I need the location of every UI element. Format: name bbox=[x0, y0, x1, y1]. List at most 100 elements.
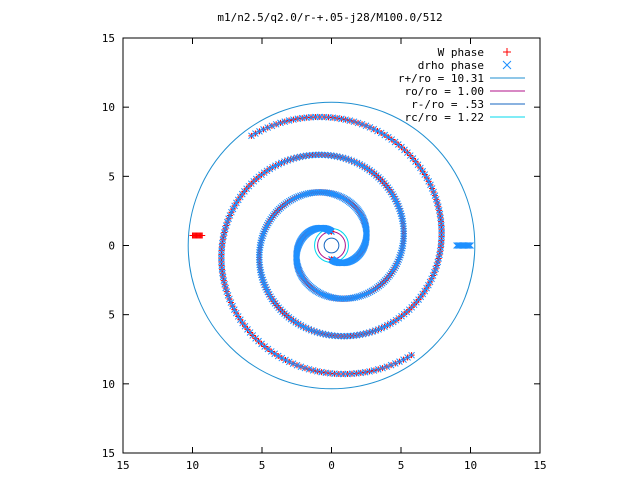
x-tick-label: 10 bbox=[186, 459, 199, 472]
drho-phase-point bbox=[404, 354, 411, 361]
drho-phase-point bbox=[397, 251, 404, 259]
drho-phase-point bbox=[391, 138, 399, 146]
drho-phase-point bbox=[433, 199, 441, 207]
drho-phase-point bbox=[388, 136, 396, 143]
drho-phase-point bbox=[340, 332, 348, 340]
drho-phase-point bbox=[392, 262, 400, 270]
drho-phase-point bbox=[400, 230, 408, 238]
drho-phase-point bbox=[239, 319, 246, 327]
drho-phase-point bbox=[223, 288, 231, 296]
drho-phase-point bbox=[256, 266, 264, 274]
drho-phase-point bbox=[264, 345, 272, 353]
drho-phase-point bbox=[260, 126, 267, 133]
drho-phase-point bbox=[287, 196, 295, 204]
drho-phase-point bbox=[234, 313, 242, 320]
drho-phase-point bbox=[258, 274, 266, 281]
x-tick-label: 0 bbox=[328, 459, 335, 472]
drho-phase-point bbox=[427, 181, 434, 189]
drho-phase-point bbox=[293, 193, 300, 201]
drho-phase-point bbox=[377, 129, 385, 137]
drho-phase-point bbox=[334, 332, 342, 340]
legend-label: W phase bbox=[438, 46, 484, 59]
drho-phase-point bbox=[421, 287, 429, 295]
drho-phase-point bbox=[464, 242, 472, 249]
legend-label: r-/ro = .53 bbox=[411, 98, 484, 111]
drho-phase-point bbox=[361, 291, 368, 298]
x-tick-label: 15 bbox=[116, 459, 129, 472]
drho-phase-point bbox=[425, 178, 433, 185]
drho-phase-point bbox=[425, 281, 432, 289]
drho-phase-point bbox=[304, 190, 312, 197]
drho-phase-point bbox=[229, 205, 237, 213]
drho-phase-point bbox=[271, 350, 279, 358]
drho-phase-point bbox=[359, 291, 366, 299]
drho-phase-point bbox=[260, 230, 267, 237]
x-tick-label: 5 bbox=[259, 459, 266, 472]
reference-circles bbox=[187, 101, 476, 390]
drho-phase-point bbox=[394, 141, 402, 148]
drho-phase-point bbox=[399, 217, 407, 225]
drho-phase-point bbox=[396, 254, 403, 261]
drho-phase-point bbox=[351, 294, 359, 301]
drho-phase-point bbox=[236, 193, 244, 201]
y-tick-label: 5 bbox=[108, 170, 115, 183]
drho-phase-point bbox=[379, 364, 386, 372]
drho-phase-point bbox=[297, 363, 305, 371]
drho-phase-point bbox=[417, 164, 424, 172]
drho-phase-point bbox=[318, 151, 326, 159]
drho-phase-point bbox=[346, 117, 354, 124]
drho-phase-point bbox=[232, 309, 240, 317]
legend-label: drho phase bbox=[418, 59, 484, 72]
legend-label: ro/ro = 1.00 bbox=[405, 85, 484, 98]
drho-phase-point bbox=[293, 361, 301, 369]
drho-phase-point bbox=[295, 193, 302, 200]
drho-phase-point bbox=[263, 221, 271, 229]
drho-phase-point bbox=[248, 132, 255, 140]
x-tick-label: 10 bbox=[464, 459, 477, 472]
drho-phase-point bbox=[397, 210, 405, 217]
drho-phase-point bbox=[362, 122, 370, 130]
drho-phase-point bbox=[224, 291, 232, 299]
legend-label: rc/ro = 1.22 bbox=[405, 111, 484, 124]
x-tick-label: 15 bbox=[533, 459, 546, 472]
drho-phase-point bbox=[374, 366, 382, 373]
y-tick-label: 5 bbox=[108, 309, 115, 322]
drho-phase-point bbox=[321, 151, 329, 159]
drho-phase-point bbox=[362, 225, 370, 233]
drho-phase-point bbox=[236, 316, 244, 324]
drho-phase-point bbox=[421, 171, 429, 178]
drho-phase-point bbox=[396, 358, 403, 365]
drho-phase-point bbox=[394, 258, 402, 266]
drho-phase-point bbox=[426, 278, 434, 286]
drho-phase-point bbox=[354, 119, 362, 127]
drho-phase-point bbox=[281, 118, 289, 125]
y-tick-label: 0 bbox=[108, 240, 115, 253]
drho-phase-point bbox=[423, 284, 430, 292]
drho-phase-point bbox=[419, 290, 427, 298]
drho-phase-point bbox=[383, 363, 391, 371]
drho-phase-point bbox=[430, 188, 437, 196]
drho-phase-point bbox=[337, 332, 345, 340]
drho-phase-point bbox=[366, 288, 374, 296]
legend-w-phase-symbol bbox=[503, 48, 511, 56]
drho-phase-point bbox=[261, 225, 269, 233]
drho-phase-point bbox=[268, 122, 276, 130]
drho-phase-point bbox=[315, 151, 323, 159]
drho-phase-point bbox=[285, 358, 293, 366]
drho-phase-point bbox=[289, 360, 297, 367]
drho-phase-point bbox=[274, 352, 282, 360]
drho-phase-point bbox=[293, 260, 301, 267]
drho-phase-point bbox=[282, 356, 289, 364]
drho-phase-point bbox=[393, 260, 401, 268]
drho-phase-point bbox=[233, 199, 240, 207]
drho-phase-point bbox=[417, 293, 425, 301]
drho-phase-point bbox=[400, 356, 407, 363]
drho-phase-point bbox=[395, 256, 403, 263]
y-axis: 15 10 5 0 5 10 15 bbox=[102, 32, 540, 460]
drho-phase-point bbox=[398, 215, 406, 223]
x-tick-label: 5 bbox=[398, 459, 405, 472]
drho-phase-point bbox=[262, 223, 270, 231]
drho-phase-point bbox=[300, 191, 308, 198]
drho-phase-point bbox=[256, 128, 263, 135]
